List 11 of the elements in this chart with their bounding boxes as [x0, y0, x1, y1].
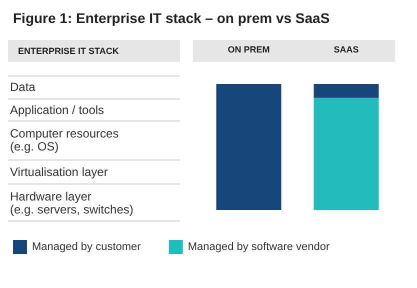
text: Hardware layer (e.g. servers, switches) — [10, 190, 134, 216]
text: ENTERPRISE IT STACK — [18, 46, 120, 56]
text: Application / tools — [10, 103, 104, 117]
text: Virtualisation layer — [10, 165, 108, 179]
x-tick-label: ON PREM — [228, 44, 270, 54]
legend-label: Managed by software vendor — [188, 241, 330, 253]
chart-title: Figure 1: Enterprise IT stack – on prem vs SaaS — [13, 10, 330, 26]
text: Data — [10, 80, 36, 94]
x-tick-label: SAAS — [334, 44, 359, 54]
legend-label: Managed by customer — [32, 241, 142, 253]
text: Computer resources (e.g. OS) — [10, 126, 119, 154]
